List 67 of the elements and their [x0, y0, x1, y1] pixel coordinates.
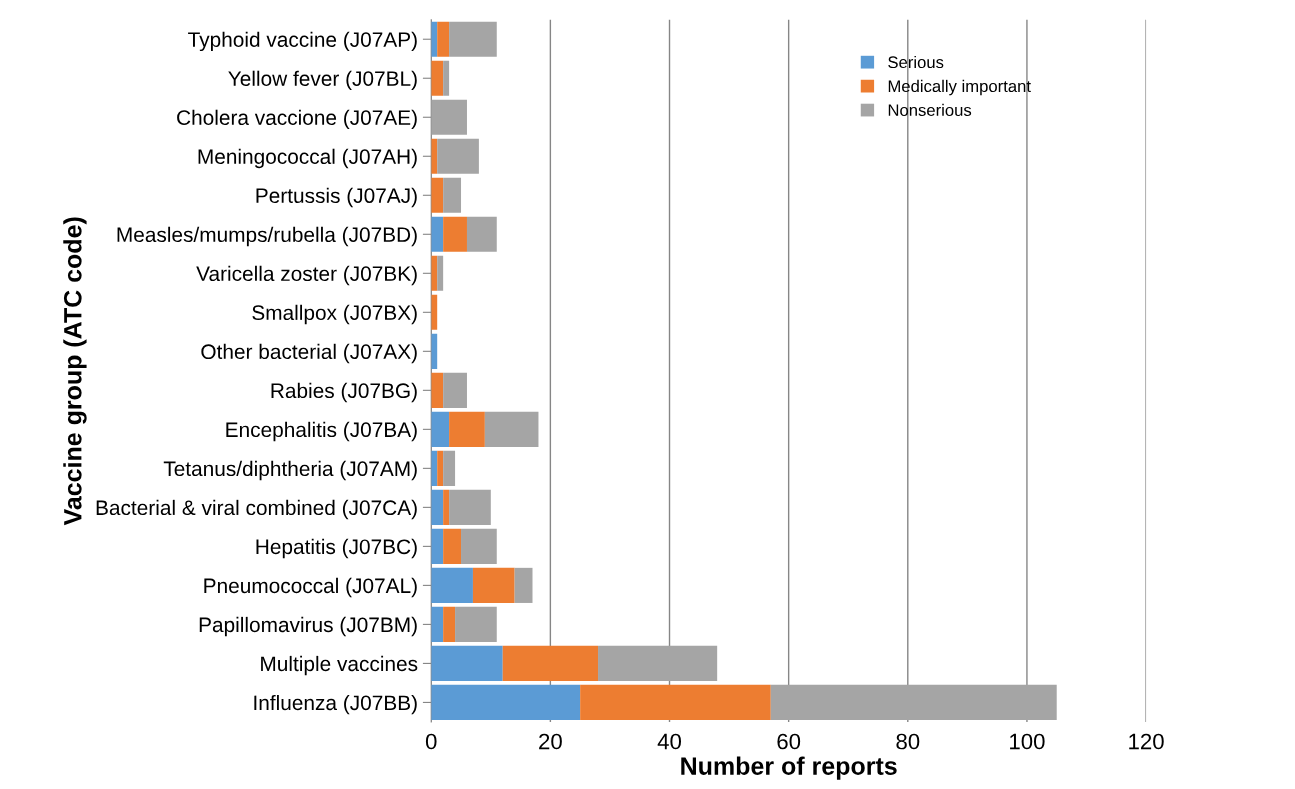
- y-tick-label: Papillomavirus (J07BM): [199, 616, 417, 637]
- x-tick-label: 0: [425, 733, 437, 750]
- bar: [598, 645, 718, 681]
- bar: [449, 489, 491, 525]
- bar: [443, 177, 462, 213]
- bar: [431, 645, 503, 681]
- y-tick-label: Tetanus/diphtheria (J07AM): [163, 460, 417, 481]
- y-tick-label: Cholera vaccione (J07AE): [177, 109, 417, 130]
- y-tick-label: Multiple vaccines: [261, 655, 418, 676]
- y-tick-label: Pneumococcal (J07AL): [204, 577, 417, 598]
- bar: [431, 567, 473, 603]
- legend-label: Medically important: [888, 79, 1031, 96]
- bar: [443, 216, 467, 252]
- y-tick-label: Hepatitis (J07BC): [256, 538, 417, 559]
- bar: [431, 372, 444, 408]
- y-tick-label: Measles/mumps/rubella (J07BD): [117, 226, 417, 247]
- y-axis-title: Vaccine group (ATC code): [63, 217, 87, 526]
- bar: [443, 60, 450, 96]
- y-tick-label: Rabies (J07BG): [271, 382, 417, 403]
- y-tick-label: Typhoid vaccine (J07AP): [188, 31, 417, 52]
- bar: [455, 606, 497, 642]
- bar: [449, 411, 485, 447]
- bar: [449, 21, 497, 57]
- bar: [443, 606, 456, 642]
- bar: [431, 177, 444, 213]
- y-tick-label: Influenza (J07BB): [254, 694, 417, 715]
- x-tick-label: 40: [657, 733, 682, 750]
- x-axis-title: Number of reports: [681, 756, 897, 780]
- x-tick-label: 60: [777, 733, 801, 750]
- bar: [437, 21, 450, 57]
- bar: [443, 528, 462, 564]
- y-tick-label: Pertussis (J07AJ): [256, 187, 417, 208]
- bar: [461, 528, 497, 564]
- x-tick-label: 20: [539, 733, 562, 750]
- x-tick-label: 100: [1010, 733, 1045, 750]
- bar: [443, 450, 456, 486]
- bar: [431, 489, 444, 525]
- bar: [437, 450, 444, 486]
- bar: [472, 567, 515, 603]
- bar: [437, 255, 444, 291]
- bar: [431, 528, 444, 564]
- bar: [484, 411, 539, 447]
- bar: [431, 99, 467, 135]
- bar: [466, 216, 497, 252]
- bar: [514, 567, 533, 603]
- bar: [431, 606, 444, 642]
- y-tick-label: Other bacterial (J07AX): [201, 343, 417, 364]
- bar: [437, 138, 479, 174]
- x-tick-label: 80: [896, 733, 920, 750]
- legend-label: Nonserious: [888, 103, 972, 117]
- y-tick-label: Varicella zoster (J07BK): [196, 265, 417, 286]
- bar: [443, 372, 467, 408]
- y-tick-label: Smallpox (J07BX): [252, 304, 417, 325]
- y-tick-label: Meningococcal (J07AH): [198, 148, 417, 169]
- x-tick-label: 120: [1129, 733, 1164, 750]
- y-tick-label: Bacterial & viral combined (J07CA): [96, 499, 417, 520]
- y-tick-label: Encephalitis (J07BA): [226, 421, 417, 442]
- bar: [431, 684, 581, 720]
- bar: [502, 645, 599, 681]
- bar: [431, 216, 444, 252]
- bar: [443, 489, 450, 525]
- bar: [580, 684, 771, 720]
- legend-label: Serious: [888, 55, 944, 69]
- bar: [431, 411, 450, 447]
- y-tick-label: Yellow fever (J07BL): [228, 70, 417, 91]
- bar: [770, 684, 1057, 720]
- bar: [431, 60, 444, 96]
